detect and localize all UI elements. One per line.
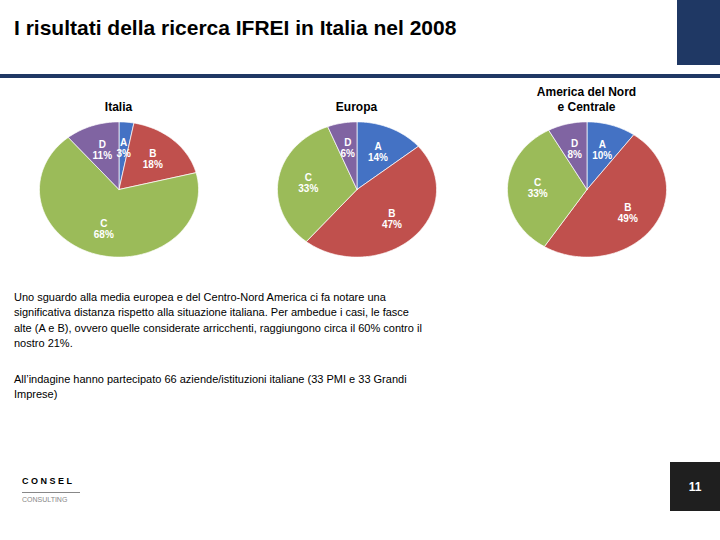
svg-text:A10%: A10%: [592, 139, 612, 161]
html-text:Europa: Europa: [335, 99, 378, 114]
svg-text:B47%: B47%: [382, 208, 402, 230]
html-text:All’indagine hanno partecipato: All’indagine hanno partecipato 66 aziend…: [14, 373, 407, 401]
svg-text:C33%: C33%: [528, 177, 548, 199]
svg-text:C33%: C33%: [298, 172, 318, 194]
svg-text:A14%: A14%: [368, 141, 388, 163]
html-text:C O N S E L: C O N S E L: [22, 476, 72, 486]
svg-text:C68%: C68%: [94, 218, 114, 240]
svg-text:D6%: D6%: [341, 137, 356, 159]
html-text:I risultati della ricerca IFRE: I risultati della ricerca IFREI in Itali…: [14, 16, 457, 39]
html-text:11: 11: [688, 479, 702, 494]
svg-text:B49%: B49%: [618, 202, 638, 224]
html-text:Italia: Italia: [104, 99, 133, 114]
svg-text:D8%: D8%: [568, 138, 583, 160]
html-text:Uno sguardo alla media europea: Uno sguardo alla media europea e del Cen…: [14, 291, 422, 350]
svg-text:A3%: A3%: [116, 137, 131, 159]
svg-text:D11%: D11%: [93, 139, 113, 161]
html-text:America del Nord e Centrale: America del Nord e Centrale: [536, 85, 637, 114]
svg-text:B18%: B18%: [143, 148, 163, 170]
html-text:CONSULTING: CONSULTING: [22, 496, 68, 503]
